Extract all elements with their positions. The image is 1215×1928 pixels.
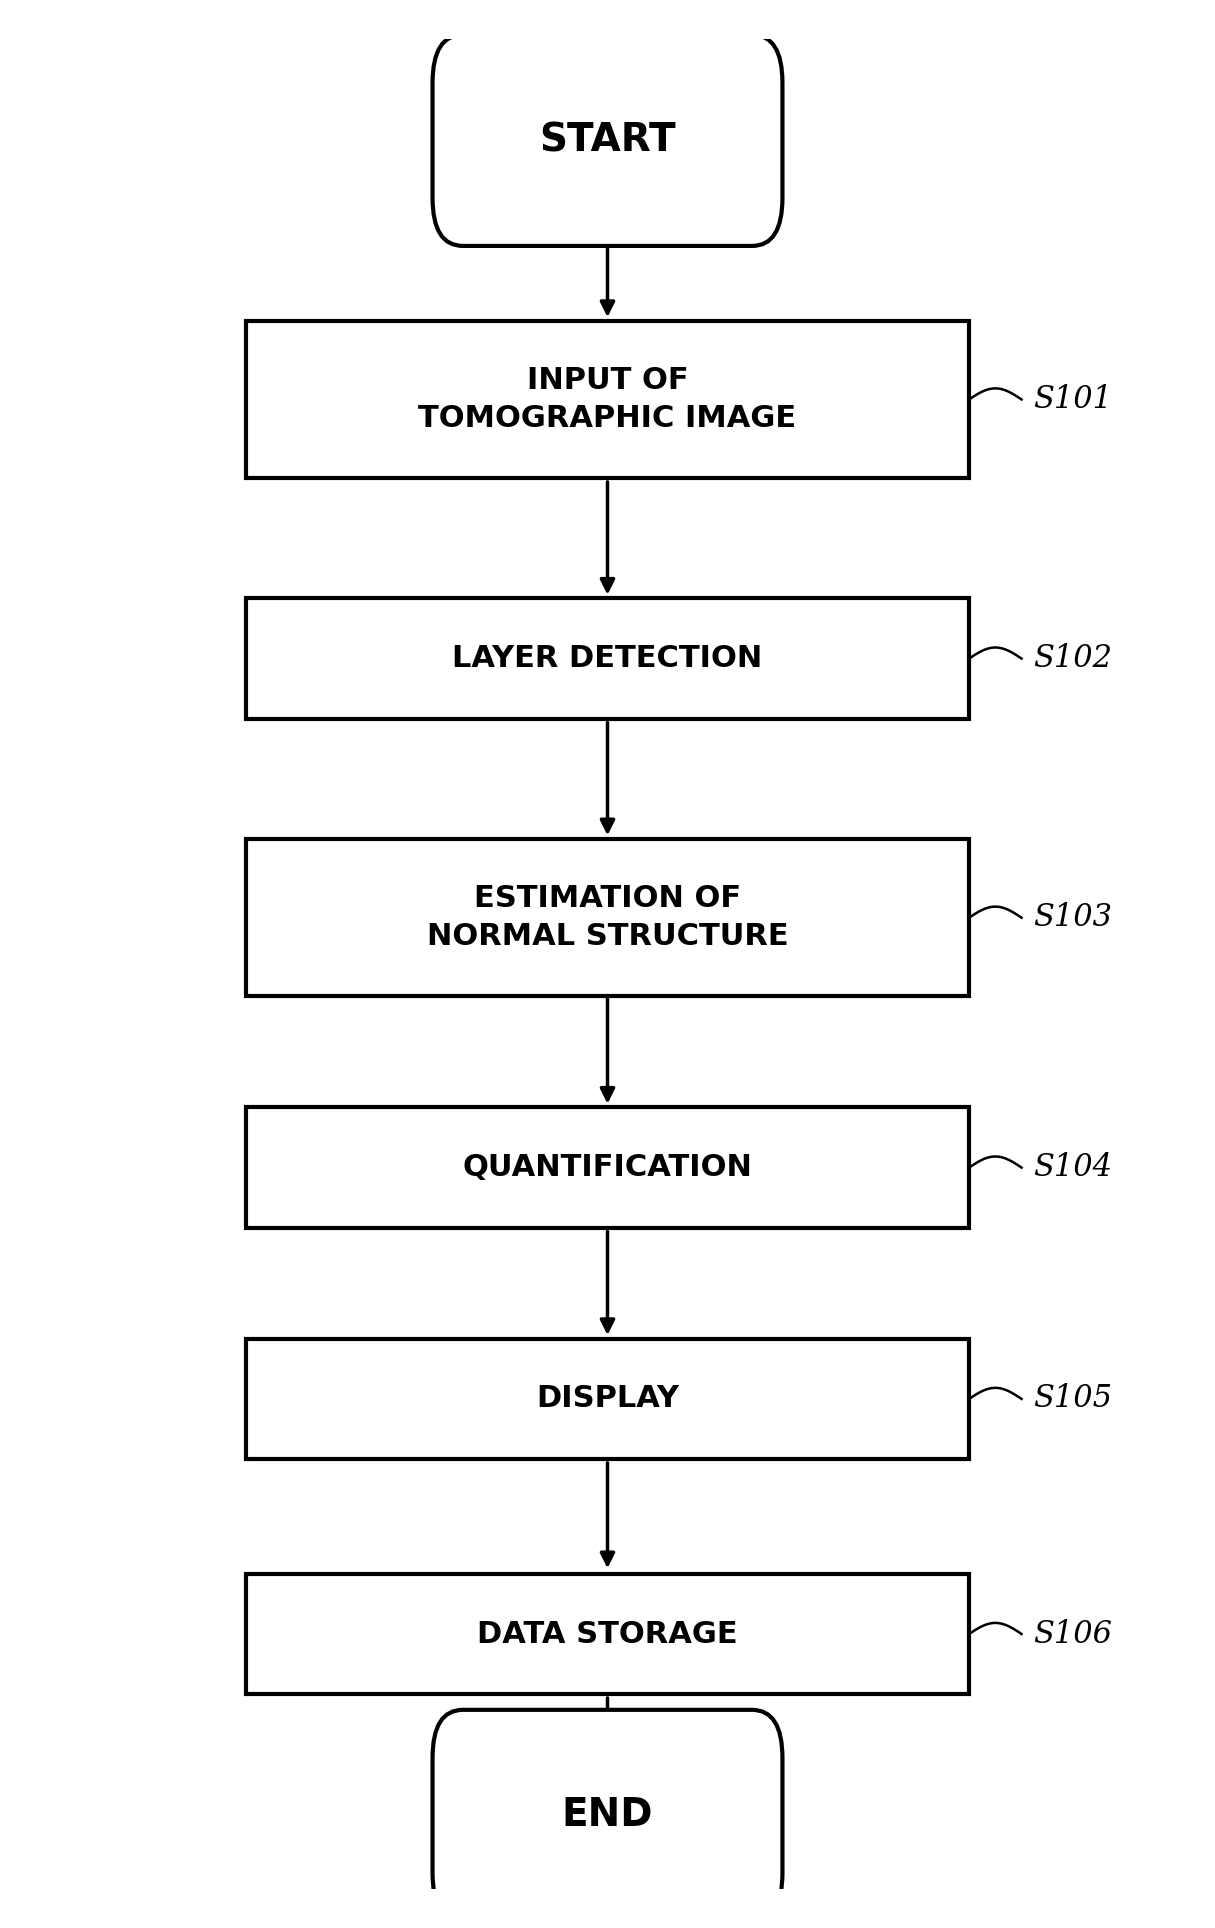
FancyBboxPatch shape bbox=[433, 35, 782, 247]
Bar bbox=[245, 598, 970, 719]
Bar bbox=[245, 1338, 970, 1459]
Text: DISPLAY: DISPLAY bbox=[536, 1384, 679, 1413]
Text: S106: S106 bbox=[1033, 1618, 1112, 1650]
Text: END: END bbox=[561, 1797, 654, 1834]
Text: S104: S104 bbox=[1033, 1153, 1112, 1184]
Bar bbox=[245, 320, 970, 478]
Text: DATA STORAGE: DATA STORAGE bbox=[477, 1620, 738, 1648]
Text: QUANTIFICATION: QUANTIFICATION bbox=[463, 1153, 752, 1182]
Bar bbox=[245, 1573, 970, 1695]
Text: START: START bbox=[539, 121, 676, 160]
Text: ESTIMATION OF
NORMAL STRUCTURE: ESTIMATION OF NORMAL STRUCTURE bbox=[426, 885, 789, 951]
Bar bbox=[245, 1107, 970, 1228]
Text: S105: S105 bbox=[1033, 1384, 1112, 1415]
Text: S102: S102 bbox=[1033, 644, 1112, 675]
Text: LAYER DETECTION: LAYER DETECTION bbox=[452, 644, 763, 673]
Text: S103: S103 bbox=[1033, 902, 1112, 933]
Text: S101: S101 bbox=[1033, 384, 1112, 415]
Bar bbox=[245, 839, 970, 997]
Text: INPUT OF
TOMOGRAPHIC IMAGE: INPUT OF TOMOGRAPHIC IMAGE bbox=[418, 366, 797, 434]
FancyBboxPatch shape bbox=[433, 1710, 782, 1920]
